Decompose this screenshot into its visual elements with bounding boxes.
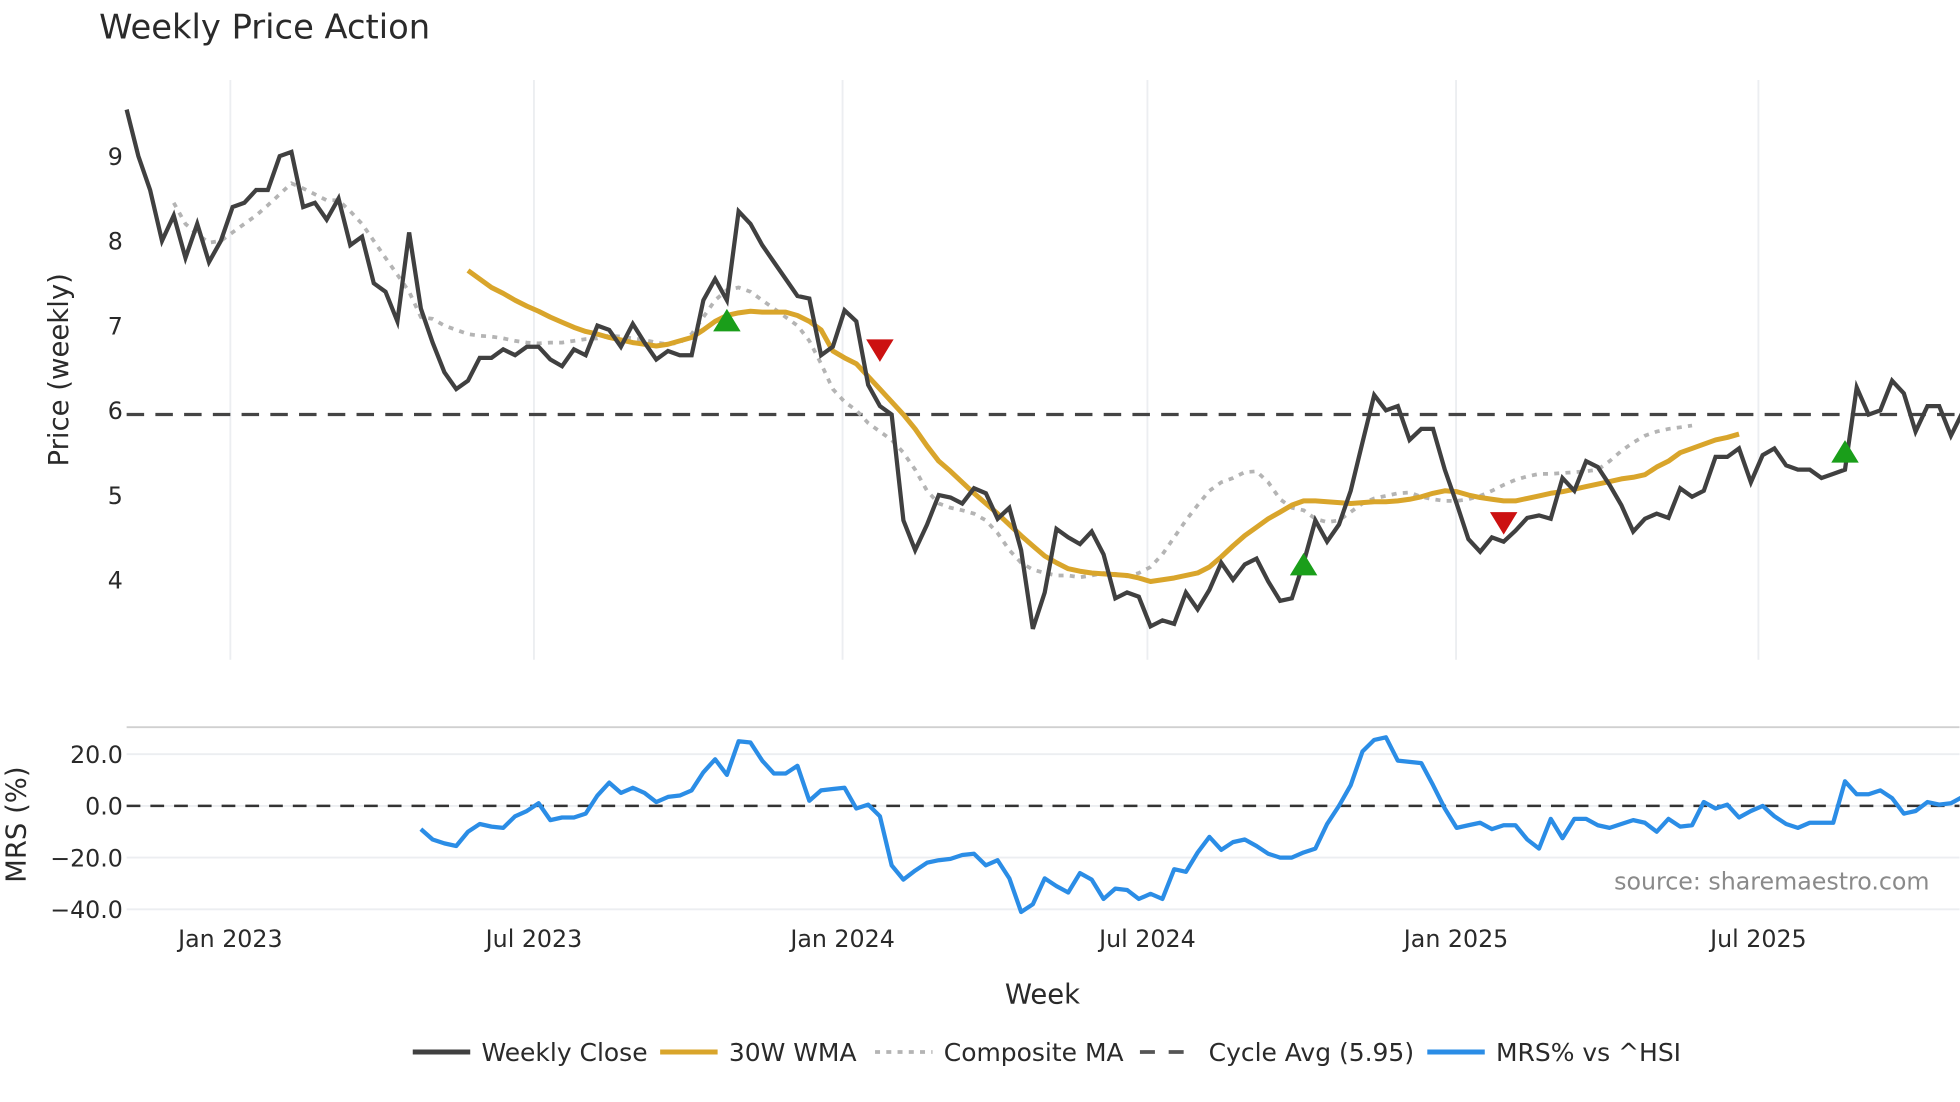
signal-markers <box>713 308 1859 576</box>
source-annotation: source: sharemaestro.com <box>1614 868 1929 896</box>
x-tick-label: Jul 2025 <box>1708 925 1807 953</box>
legend: Weekly Close 30W WMA Composite MA Cycle Avg… <box>412 1038 1681 1067</box>
sell-signal-marker <box>1489 512 1518 535</box>
mrs-y-axis-title: MRS (%) <box>0 766 32 883</box>
price-y-tick-label: 8 <box>108 228 123 256</box>
buy-signal-marker <box>713 308 741 332</box>
mrs-y-ticks: 20.0 0.0 −20.0 −40.0 <box>50 741 123 924</box>
legend-item[interactable]: Cycle Avg (5.95) <box>1139 1038 1414 1067</box>
mrs-y-tick-label: −40.0 <box>50 896 123 924</box>
price-y-tick-label: 5 <box>108 482 123 510</box>
buy-signal-marker <box>1289 552 1318 576</box>
x-tick-label: Jul 2024 <box>1097 925 1196 953</box>
price-y-ticks: 9 8 7 6 5 4 <box>108 143 123 595</box>
legend-label: 30W WMA <box>729 1038 857 1067</box>
price-y-tick-label: 4 <box>108 566 123 594</box>
composite-ma-line <box>172 181 1693 580</box>
buy-signal-marker <box>1831 440 1859 463</box>
legend-label: Cycle Avg (5.95) <box>1209 1038 1414 1067</box>
legend-label: MRS% vs ^HSI <box>1496 1038 1681 1067</box>
weekly-close-line <box>124 109 1960 630</box>
x-tick-label: Jan 2023 <box>176 925 282 953</box>
price-vertical-grid <box>229 79 1760 660</box>
x-tick-label: Jul 2023 <box>484 925 583 953</box>
mrs-panel: 20.0 0.0 −20.0 −40.0 MRS (%) source: sharem… <box>0 726 1960 924</box>
price-y-tick-label: 9 <box>108 143 123 171</box>
legend-label: Weekly Close <box>481 1038 647 1067</box>
mrs-y-tick-label: 20.0 <box>70 741 123 769</box>
legend-item[interactable]: MRS% vs ^HSI <box>1427 1038 1681 1067</box>
x-tick-label: Jan 2024 <box>788 925 894 953</box>
sell-signal-marker <box>866 339 894 362</box>
legend-item[interactable]: Composite MA <box>875 1038 1124 1067</box>
x-tick-label: Jan 2025 <box>1402 925 1508 953</box>
mrs-line <box>419 735 1960 915</box>
price-y-tick-label: 6 <box>108 397 123 425</box>
price-y-axis-title: Price (weekly) <box>43 273 75 466</box>
wma-30w-line <box>466 268 1740 584</box>
price-y-tick-label: 7 <box>108 312 123 340</box>
legend-item[interactable]: Weekly Close <box>412 1038 648 1067</box>
price-panel: 9 8 7 6 5 4 Price (weekly) <box>43 79 1960 660</box>
x-axis-ticks: Jan 2023 Jul 2023 Jan 2024 Jul 2024 Jan 2025… <box>176 925 1807 953</box>
mrs-y-tick-label: −20.0 <box>50 844 123 872</box>
mrs-y-tick-label: 0.0 <box>85 793 123 821</box>
x-axis-title: Week <box>1005 978 1080 1010</box>
legend-item[interactable]: 30W WMA <box>660 1038 857 1067</box>
chart-title: Weekly Price Action <box>99 8 430 47</box>
legend-label: Composite MA <box>944 1038 1124 1067</box>
